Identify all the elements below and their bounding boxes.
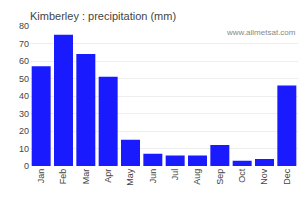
svg-text:www.allmetsat.com: www.allmetsat.com [226,28,296,37]
svg-text:Jun: Jun [148,169,158,184]
svg-text:Feb: Feb [58,169,68,185]
svg-text:Oct: Oct [237,168,247,183]
svg-text:Kimberley : precipitation (mm): Kimberley : precipitation (mm) [30,10,176,22]
svg-text:10: 10 [19,144,29,154]
svg-text:Aug: Aug [192,169,202,185]
svg-text:Jul: Jul [170,169,180,181]
svg-text:20: 20 [19,126,29,136]
svg-text:Mar: Mar [81,169,91,185]
svg-text:70: 70 [19,39,29,49]
svg-text:Nov: Nov [259,168,269,185]
svg-text:60: 60 [19,56,29,66]
svg-text:40: 40 [19,91,29,101]
svg-text:Sep: Sep [215,169,225,185]
svg-text:May: May [125,168,135,186]
svg-text:30: 30 [19,109,29,119]
svg-text:0: 0 [24,161,29,171]
svg-text:Dec: Dec [282,168,292,185]
svg-text:50: 50 [19,74,29,84]
svg-text:Apr: Apr [103,169,113,183]
svg-text:80: 80 [19,21,29,31]
svg-text:Jan: Jan [36,169,46,184]
